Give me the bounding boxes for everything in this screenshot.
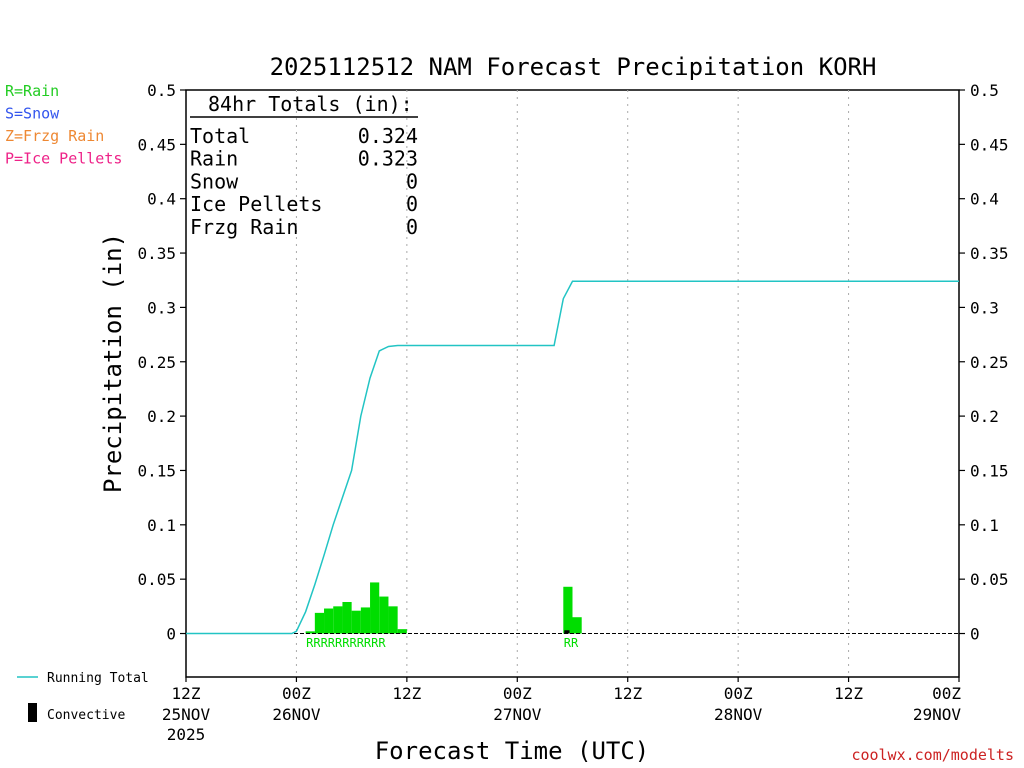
totals-row-value: 0 [406,169,418,193]
precip-type-label: RRRRRRRRRRR [306,636,386,650]
y-tick-label-right: 0.3 [970,298,999,317]
x-tick-date-label: 28NOV [714,705,763,724]
y-tick-label-right: 0 [970,625,980,644]
x-axis-label: Forecast Time (UTC) [375,737,650,765]
precip-type-label: RR [564,636,579,650]
convective-legend-label: Convective [47,708,125,723]
totals-row-label: Rain [190,147,238,171]
x-tick-label: 00Z [932,684,961,703]
y-tick-label-right: 0.4 [970,190,999,209]
x-tick-date-label: 26NOV [272,705,321,724]
plot-frame [185,89,960,678]
rain-bar [370,582,380,634]
y-axis-label: Precipitation (in) [99,233,127,493]
totals-row-value: 0.323 [358,147,418,171]
y-tick-label-right: 0.5 [970,81,999,100]
y-tick-label-left: 0.1 [147,516,176,535]
rain-bar [563,586,573,634]
precip-type-legend: R=Rain S=Snow Z=Frzg Rain P=Ice Pellets [5,82,122,168]
y-tick-label-right: 0.45 [970,135,1009,154]
y-tick-label-left: 0 [166,625,176,644]
y-tick-label-left: 0.5 [147,81,176,100]
totals-header: 84hr Totals (in): [208,92,413,116]
precip-type-labels: RRRRRRRRRRR RR [306,636,579,650]
type-legend-item: R=Rain [5,82,59,100]
totals-row-value: 0.324 [358,124,418,148]
type-legend-item: S=Snow [5,105,60,123]
rain-bar [388,606,398,634]
rain-bar [333,606,343,634]
totals-row-label: Total [190,124,250,148]
rain-bars [305,582,582,634]
x-tick-label: 00Z [724,684,753,703]
x-tick-date-label: 25NOV [162,705,211,724]
x-tick-year-label: 2025 [167,725,206,744]
y-axis-left: 0 0.05 0.1 0.15 0.2 0.25 0.3 0.35 0.4 0.45 0.5 [137,81,186,644]
type-legend-item: P=Ice Pellets [5,150,122,168]
rain-bar [324,608,334,634]
x-tick-label: 12Z [172,684,201,703]
y-tick-label-left: 0.35 [137,244,176,263]
running-total-line [186,280,959,635]
y-tick-label-left: 0.05 [137,570,176,589]
totals-row-label: Snow [190,169,239,193]
x-tick-date-label: 29NOV [913,705,962,724]
totals-box: 84hr Totals (in): Total 0.324 Rain 0.323 Sno… [190,92,418,239]
y-tick-label-left: 0.4 [147,190,176,209]
x-tick-label: 12Z [392,684,421,703]
y-axis-right: 0 0.05 0.1 0.15 0.2 0.25 0.3 0.35 0.4 0.45 0.5 [959,81,1009,644]
rain-bar [351,610,361,634]
x-tick-label: 12Z [613,684,642,703]
chart-title: 2025112512 NAM Forecast Precipitation KO… [270,53,877,81]
totals-row-label: Ice Pellets [190,192,322,216]
y-tick-label-left: 0.3 [147,298,176,317]
totals-row-value: 0 [406,215,418,239]
totals-row-label: Frzg Rain [190,215,298,239]
rain-bar [397,629,407,634]
y-tick-label-right: 0.05 [970,570,1009,589]
convective-bar [564,630,570,634]
y-tick-label-left: 0.25 [137,353,176,372]
rain-bar [379,596,389,634]
y-tick-label-right: 0.1 [970,516,999,535]
y-tick-label-left: 0.2 [147,407,176,426]
x-tick-date-label: 27NOV [493,705,542,724]
y-tick-label-right: 0.35 [970,244,1009,263]
rain-bar [360,607,371,634]
y-tick-label-right: 0.15 [970,461,1009,480]
convective-legend-swatch [28,703,37,722]
y-tick-label-left: 0.15 [137,461,176,480]
rain-bar [342,601,352,634]
running-total-legend-label: Running Total [47,671,149,686]
type-legend-item: Z=Frzg Rain [5,127,104,145]
x-tick-label: 12Z [834,684,863,703]
y-tick-label-right: 0.25 [970,353,1009,372]
x-tick-label: 00Z [282,684,311,703]
credit-text: coolwx.com/modelts [851,746,1014,764]
rain-bar [314,612,325,634]
y-tick-label-left: 0.45 [137,135,176,154]
rain-bar [572,617,582,634]
x-tick-label: 00Z [503,684,532,703]
y-tick-label-right: 0.2 [970,407,999,426]
rain-bar [305,631,315,634]
totals-row-value: 0 [406,192,418,216]
